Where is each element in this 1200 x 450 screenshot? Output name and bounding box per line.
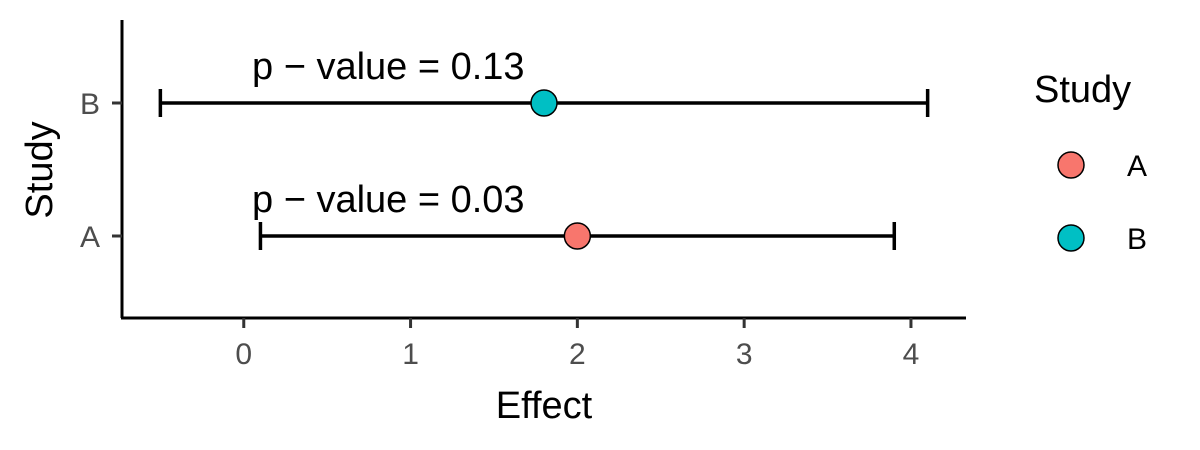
y-tick-label: B (80, 88, 100, 121)
point-estimate (530, 89, 558, 117)
legend-label: B (1127, 223, 1147, 256)
p-value-annotation: p − value = 0.03 (252, 179, 525, 221)
x-ticks: 0 1 2 3 4 (235, 318, 919, 371)
annotations: p − value = 0.03 p − value = 0.13 (252, 46, 525, 221)
x-axis-title: Effect (496, 385, 593, 427)
x-tick-label: 4 (903, 338, 920, 371)
x-tick-label: 0 (235, 338, 252, 371)
x-tick-label: 2 (569, 338, 586, 371)
chart-marks (158, 89, 930, 250)
axes (120, 20, 966, 320)
x-tick-label: 1 (402, 338, 419, 371)
legend-title: Study (1034, 69, 1131, 111)
p-value-annotation: p − value = 0.13 (252, 46, 525, 88)
y-axis-title: Study (19, 121, 61, 218)
legend-key (1057, 151, 1085, 179)
legend-items: AB (1057, 150, 1147, 256)
y-tick-label: A (80, 221, 100, 254)
point-estimate (563, 222, 592, 250)
legend-label: A (1127, 150, 1147, 183)
legend-key (1057, 224, 1085, 252)
x-tick-label: 3 (736, 338, 753, 371)
y-ticks: AB (80, 88, 122, 254)
legend: Study AB (1034, 69, 1147, 256)
